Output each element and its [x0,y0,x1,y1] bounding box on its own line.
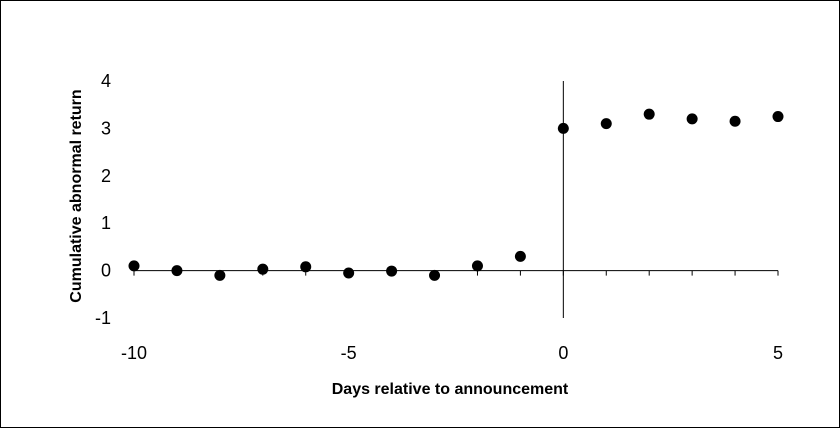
data-point [214,269,226,281]
y-tick-label: 0 [101,261,111,281]
y-axis-title: Cumulative abnormal return [68,89,85,302]
data-point [643,108,655,120]
data-point [171,265,183,277]
data-point [729,115,741,127]
data-point [514,250,526,262]
data-point [128,260,140,272]
x-tick-label: 5 [773,343,783,363]
data-point [686,113,698,125]
y-tick-label: 2 [101,166,111,186]
data-points [128,108,784,281]
data-point [386,265,398,277]
x-tick-label: -10 [121,343,147,363]
y-tick-label: 3 [101,118,111,138]
data-point [600,118,612,130]
data-point [772,111,784,123]
x-tick-label: 0 [558,343,568,363]
data-point [557,122,569,134]
x-tick-label: -5 [341,343,357,363]
data-point [471,260,483,272]
y-tick-label: 1 [101,213,111,233]
axes [133,81,779,318]
x-axis-title: Days relative to announcement [332,381,569,398]
y-tick-label: 4 [101,71,111,91]
data-point [257,263,269,275]
data-point [300,261,312,273]
data-point [343,267,355,279]
y-tick-label: -1 [95,308,111,328]
data-point [429,269,441,281]
